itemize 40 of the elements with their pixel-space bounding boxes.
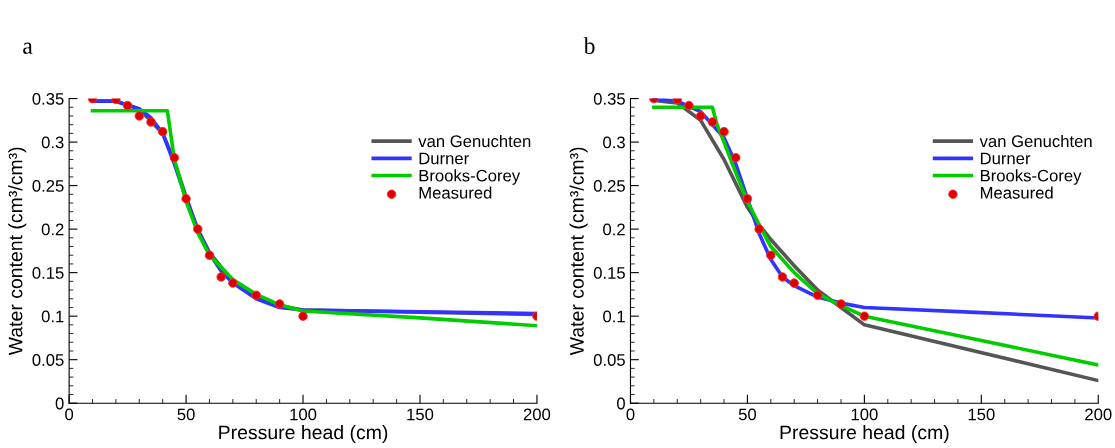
- legend-label: van Genuchten: [418, 134, 531, 148]
- legend-label: van Genuchten: [979, 134, 1092, 148]
- x-tick-label: 0: [65, 408, 74, 421]
- y-tick-label: 0.05: [32, 354, 64, 366]
- y-tick-label: 0.05: [593, 354, 625, 366]
- x-tick-label: 200: [523, 408, 551, 421]
- x-tick-label: 100: [290, 408, 317, 421]
- y-tick-label: 0.35: [593, 92, 625, 105]
- y-tick-label: 0.1: [41, 310, 64, 323]
- legend-label: Measured: [419, 186, 492, 199]
- y-axis-title: Water content (cm³/cm³): [8, 147, 27, 356]
- x-tick-label: 50: [738, 408, 757, 421]
- y-axis-title: Water content (cm³/cm³): [569, 147, 588, 356]
- x-tick-label: 100: [851, 408, 878, 421]
- y-tick-label: 0.35: [32, 92, 64, 105]
- x-tick-label: 150: [407, 408, 434, 421]
- y-tick-label: 0.2: [41, 223, 64, 236]
- y-tick-label: 0.1: [603, 310, 625, 323]
- y-tick-label: 0.15: [32, 267, 64, 279]
- legend-label: Durner: [419, 152, 469, 165]
- x-axis-title: Pressure head (cm): [780, 424, 949, 444]
- y-tick-label: 0.25: [32, 180, 64, 192]
- chart-title: a: [23, 42, 33, 54]
- y-tick-label: 0.25: [593, 180, 625, 192]
- y-tick-label: 0: [617, 397, 625, 410]
- legend-label: Brooks-Corey: [980, 169, 1082, 185]
- x-axis-title: Pressure head (cm): [219, 424, 388, 444]
- y-tick-label: 0: [55, 397, 64, 410]
- y-tick-label: 0.2: [603, 223, 625, 236]
- y-tick-label: 0.3: [41, 136, 64, 149]
- x-tick-label: 50: [177, 408, 195, 421]
- y-tick-label: 0.15: [593, 267, 625, 279]
- chart-title: b: [583, 37, 595, 54]
- y-tick-label: 0.3: [603, 136, 625, 149]
- x-tick-label: 200: [1085, 408, 1112, 421]
- legend-label: Brooks-Corey: [419, 169, 521, 185]
- x-tick-label: 0: [626, 408, 635, 421]
- legend-label: Durner: [980, 152, 1031, 165]
- legend-label: Measured: [980, 186, 1053, 199]
- x-tick-label: 150: [968, 408, 995, 421]
